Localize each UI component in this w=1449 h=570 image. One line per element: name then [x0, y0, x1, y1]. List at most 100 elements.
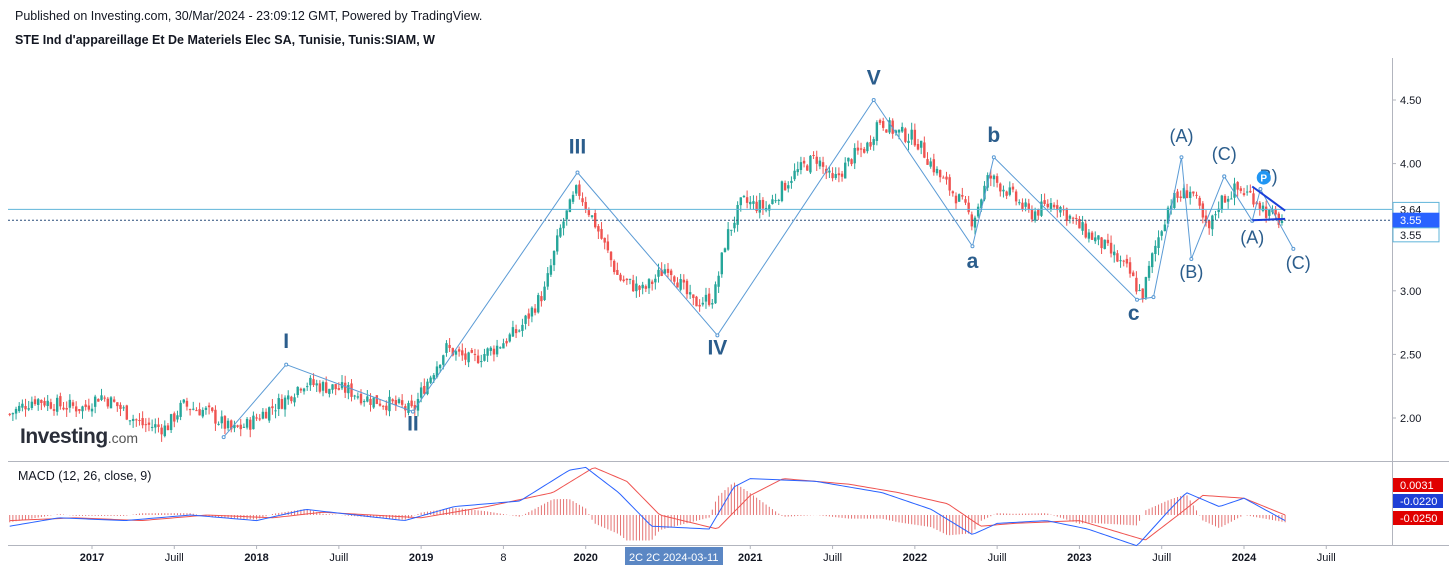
candle-body — [419, 387, 423, 398]
candle-body — [173, 413, 176, 422]
candle-body — [654, 278, 657, 283]
candle-body — [1043, 200, 1046, 204]
trendline — [1251, 185, 1286, 212]
published-line: Published on Investing.com, 30/Mar/2024 … — [15, 9, 483, 23]
candle-body — [49, 402, 53, 409]
candle-body — [226, 420, 230, 429]
candle-body — [980, 199, 983, 209]
candle-body — [594, 213, 597, 228]
candle-body — [749, 201, 752, 205]
wave-label: (A) — [1169, 126, 1193, 146]
candle-body — [309, 377, 312, 386]
candle-body — [480, 361, 483, 363]
candle-body — [556, 235, 559, 252]
candle-body — [806, 165, 809, 171]
candle-body — [758, 200, 761, 213]
candle-body — [568, 199, 572, 213]
wave-line-impulse — [223, 99, 1225, 438]
candle-body — [448, 344, 451, 348]
candle-body — [426, 381, 429, 395]
candle-body — [856, 147, 860, 151]
candle-body — [65, 407, 68, 410]
candle-body — [483, 354, 486, 361]
candle-body — [530, 307, 534, 317]
candle-body — [619, 274, 622, 281]
candle-body — [828, 170, 831, 173]
wave-point — [991, 155, 996, 160]
candle-body — [1081, 222, 1084, 231]
candle-body — [726, 229, 730, 250]
candle-body — [1033, 211, 1037, 221]
price-tick-label: 3.00 — [1400, 286, 1421, 298]
candle-body — [983, 185, 986, 200]
candle-body — [157, 424, 160, 427]
candle-body — [1116, 253, 1119, 262]
candle-body — [882, 121, 885, 128]
candle-body — [951, 191, 955, 194]
candle-body — [552, 250, 556, 266]
candle-body — [347, 384, 350, 394]
candle-body — [923, 142, 926, 158]
candle-body — [812, 154, 815, 156]
candle-body — [543, 286, 546, 300]
candle-body — [1173, 192, 1176, 208]
candle-body — [584, 201, 587, 209]
candle-body — [707, 293, 711, 305]
candle-body — [36, 399, 40, 405]
candle-body — [394, 399, 398, 406]
wave-label: (A) — [1240, 228, 1264, 248]
time-tick-label: Juill — [165, 552, 184, 564]
candle-body — [562, 221, 565, 229]
candle-body — [1018, 202, 1021, 204]
candle-body — [622, 279, 625, 282]
candle-body — [875, 122, 879, 141]
wave-label: III — [569, 135, 587, 158]
candle-body — [27, 408, 30, 410]
candle-body — [258, 418, 261, 420]
candle-body — [293, 397, 296, 403]
candle-body — [1249, 190, 1252, 193]
candle-body — [68, 399, 72, 408]
trendline — [1252, 217, 1286, 222]
candle-body — [169, 414, 173, 431]
candle-body — [1065, 208, 1068, 221]
wave-point — [871, 98, 876, 102]
candle-body — [442, 355, 445, 365]
candle-body — [682, 279, 686, 283]
time-tick-label: 2019 — [409, 552, 433, 564]
candle-body — [299, 388, 303, 391]
wave-label: V — [867, 67, 881, 90]
macd-label: MACD (12, 26, close, 9) — [18, 469, 152, 483]
candle-body — [527, 313, 530, 319]
candle-body — [1252, 193, 1255, 205]
candle-body — [1113, 251, 1116, 256]
candle-body — [470, 350, 473, 353]
candle-body — [356, 396, 360, 398]
candle-body — [730, 229, 733, 231]
candle-body — [315, 383, 318, 386]
candle-body — [514, 329, 518, 334]
candle-body — [435, 366, 439, 378]
candle-body — [973, 217, 977, 228]
candle-body — [793, 170, 796, 180]
candle-body — [366, 396, 369, 402]
candle-body — [18, 405, 21, 412]
candle-body — [87, 405, 91, 410]
candle-body — [59, 396, 62, 407]
pattern-marker-icon[interactable] — [1256, 170, 1271, 185]
candle-body — [1049, 202, 1053, 210]
candle-body — [752, 201, 755, 204]
candle-body — [90, 408, 94, 412]
candle-body — [8, 413, 11, 415]
candle-body — [343, 382, 347, 393]
candle-body — [1154, 245, 1157, 255]
candle-body — [913, 129, 917, 146]
time-tick-label: Juill — [823, 552, 842, 564]
candle-body — [1087, 232, 1091, 239]
candle-body — [119, 404, 122, 409]
candle-body — [40, 399, 43, 403]
candle-body — [809, 155, 812, 173]
candle-body — [1090, 232, 1094, 240]
candle-body — [524, 315, 527, 324]
